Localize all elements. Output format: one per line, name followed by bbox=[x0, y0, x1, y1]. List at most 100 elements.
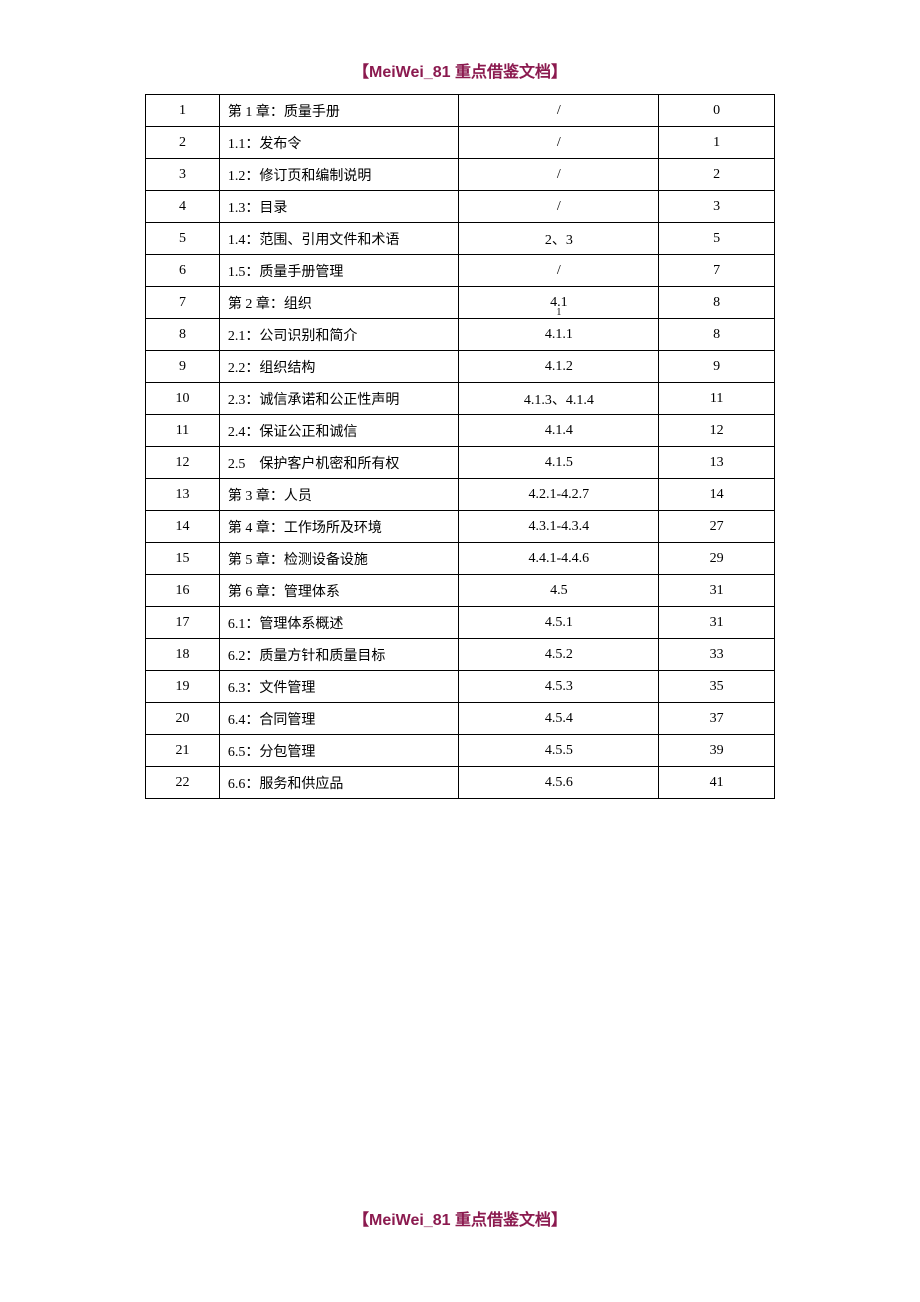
row-title: 第 2 章：组织 bbox=[219, 287, 459, 319]
row-reference-text: 4.5.2 bbox=[545, 647, 573, 662]
row-reference-text: 4.1.2 bbox=[545, 359, 573, 374]
toc-table-body: 1第 1 章：质量手册/021.1：发布令/131.2：修订页和编制说明/241… bbox=[146, 95, 775, 799]
row-page: 39 bbox=[659, 735, 775, 767]
row-reference: 4.1.1 bbox=[459, 319, 659, 351]
row-title: 6.2：质量方针和质量目标 bbox=[219, 639, 459, 671]
row-reference-text: 4.5.5 bbox=[545, 743, 573, 758]
row-number: 18 bbox=[146, 639, 220, 671]
row-number: 10 bbox=[146, 383, 220, 415]
row-page: 3 bbox=[659, 191, 775, 223]
row-reference: 4.5.2 bbox=[459, 639, 659, 671]
table-row: 7第 2 章：组织4.118 bbox=[146, 287, 775, 319]
row-reference: 4.2.1-4.2.7 bbox=[459, 479, 659, 511]
row-number: 1 bbox=[146, 95, 220, 127]
table-row: 92.2：组织结构4.1.29 bbox=[146, 351, 775, 383]
row-reference-text: 4.5.4 bbox=[545, 711, 573, 726]
row-number: 4 bbox=[146, 191, 220, 223]
row-page: 33 bbox=[659, 639, 775, 671]
row-title: 1.3：目录 bbox=[219, 191, 459, 223]
row-reference-text: / bbox=[557, 103, 561, 118]
row-reference: / bbox=[459, 95, 659, 127]
row-reference-text: 4.5 bbox=[550, 583, 568, 598]
row-reference-text: 4.1.1 bbox=[545, 327, 573, 342]
row-title: 6.4：合同管理 bbox=[219, 703, 459, 735]
row-number: 13 bbox=[146, 479, 220, 511]
row-number: 16 bbox=[146, 575, 220, 607]
row-title: 第 1 章：质量手册 bbox=[219, 95, 459, 127]
table-row: 186.2：质量方针和质量目标 4.5.2 33 bbox=[146, 639, 775, 671]
row-number: 5 bbox=[146, 223, 220, 255]
row-reference: 4.5.5 bbox=[459, 735, 659, 767]
table-row: 196.3：文件管理4.5.335 bbox=[146, 671, 775, 703]
row-reference: 4.1.5 bbox=[459, 447, 659, 479]
row-page: 9 bbox=[659, 351, 775, 383]
table-row: 176.1：管理体系概述4.5.131 bbox=[146, 607, 775, 639]
row-title: 6.6：服务和供应品 bbox=[219, 767, 459, 799]
row-page: 5 bbox=[659, 223, 775, 255]
table-row: 14第 4 章：工作场所及环境4.3.1-4.3.427 bbox=[146, 511, 775, 543]
row-page: 11 bbox=[659, 383, 775, 415]
row-page: 31 bbox=[659, 607, 775, 639]
page-footer: 【MeiWei_81 重点借鉴文档】 bbox=[0, 1206, 920, 1230]
row-reference: 4.1.3、4.1.4 bbox=[459, 383, 659, 415]
row-page: 27 bbox=[659, 511, 775, 543]
row-page: 8 bbox=[659, 287, 775, 319]
row-reference: 4.1.4 bbox=[459, 415, 659, 447]
row-reference-text: 4.5.6 bbox=[545, 775, 573, 790]
row-title: 1.5：质量手册管理 bbox=[219, 255, 459, 287]
row-number: 19 bbox=[146, 671, 220, 703]
row-page: 2 bbox=[659, 159, 775, 191]
row-title: 2.2：组织结构 bbox=[219, 351, 459, 383]
row-reference-text: 4.4.1-4.4.6 bbox=[528, 551, 589, 566]
row-number: 3 bbox=[146, 159, 220, 191]
row-number: 22 bbox=[146, 767, 220, 799]
row-number: 12 bbox=[146, 447, 220, 479]
row-reference-text: 4.1.3、4.1.4 bbox=[524, 393, 594, 408]
row-reference: 4.4.1-4.4.6 bbox=[459, 543, 659, 575]
row-reference: 4.5.3 bbox=[459, 671, 659, 703]
table-row: 15第 5 章：检测设备设施4.4.1-4.4.629 bbox=[146, 543, 775, 575]
row-title: 第 5 章：检测设备设施 bbox=[219, 543, 459, 575]
row-reference-text: 4.1.4 bbox=[545, 423, 573, 438]
table-row: 82.1：公司识别和简介4.1.18 bbox=[146, 319, 775, 351]
row-title: 第 4 章：工作场所及环境 bbox=[219, 511, 459, 543]
row-title: 2.1：公司识别和简介 bbox=[219, 319, 459, 351]
row-page: 13 bbox=[659, 447, 775, 479]
row-page: 8 bbox=[659, 319, 775, 351]
row-title: 1.2：修订页和编制说明 bbox=[219, 159, 459, 191]
row-reference-text: 4.1.5 bbox=[545, 455, 573, 470]
row-title: 2.5 保护客户机密和所有权 bbox=[219, 447, 459, 479]
row-reference: 4.5.4 bbox=[459, 703, 659, 735]
row-number: 2 bbox=[146, 127, 220, 159]
table-row: 226.6：服务和供应品 4.5.6 41 bbox=[146, 767, 775, 799]
table-row: 206.4：合同管理4.5.437 bbox=[146, 703, 775, 735]
row-reference: 4.11 bbox=[459, 287, 659, 319]
row-reference-text: / bbox=[557, 135, 561, 150]
row-page: 41 bbox=[659, 767, 775, 799]
row-reference-text: 2、3 bbox=[545, 233, 573, 248]
row-reference: / bbox=[459, 191, 659, 223]
row-reference: / bbox=[459, 159, 659, 191]
row-page: 0 bbox=[659, 95, 775, 127]
row-reference-text: 4.5.1 bbox=[545, 615, 573, 630]
table-row: 41.3：目录/3 bbox=[146, 191, 775, 223]
row-title: 2.4：保证公正和诚信 bbox=[219, 415, 459, 447]
row-reference: 4.5.6 bbox=[459, 767, 659, 799]
row-number: 15 bbox=[146, 543, 220, 575]
row-number: 7 bbox=[146, 287, 220, 319]
row-reference-text: / bbox=[557, 263, 561, 278]
row-number: 21 bbox=[146, 735, 220, 767]
row-title: 1.4：范围、引用文件和术语 bbox=[219, 223, 459, 255]
toc-table-container: 1第 1 章：质量手册/021.1：发布令/131.2：修订页和编制说明/241… bbox=[145, 94, 775, 799]
row-reference-sub: 1 bbox=[556, 307, 561, 318]
row-page: 31 bbox=[659, 575, 775, 607]
row-number: 14 bbox=[146, 511, 220, 543]
table-row: 112.4：保证公正和诚信 4.1.4 12 bbox=[146, 415, 775, 447]
row-page: 12 bbox=[659, 415, 775, 447]
row-reference: 4.5 bbox=[459, 575, 659, 607]
toc-table: 1第 1 章：质量手册/021.1：发布令/131.2：修订页和编制说明/241… bbox=[145, 94, 775, 799]
table-row: 216.5：分包管理4.5.539 bbox=[146, 735, 775, 767]
table-row: 31.2：修订页和编制说明/2 bbox=[146, 159, 775, 191]
row-number: 11 bbox=[146, 415, 220, 447]
row-number: 17 bbox=[146, 607, 220, 639]
